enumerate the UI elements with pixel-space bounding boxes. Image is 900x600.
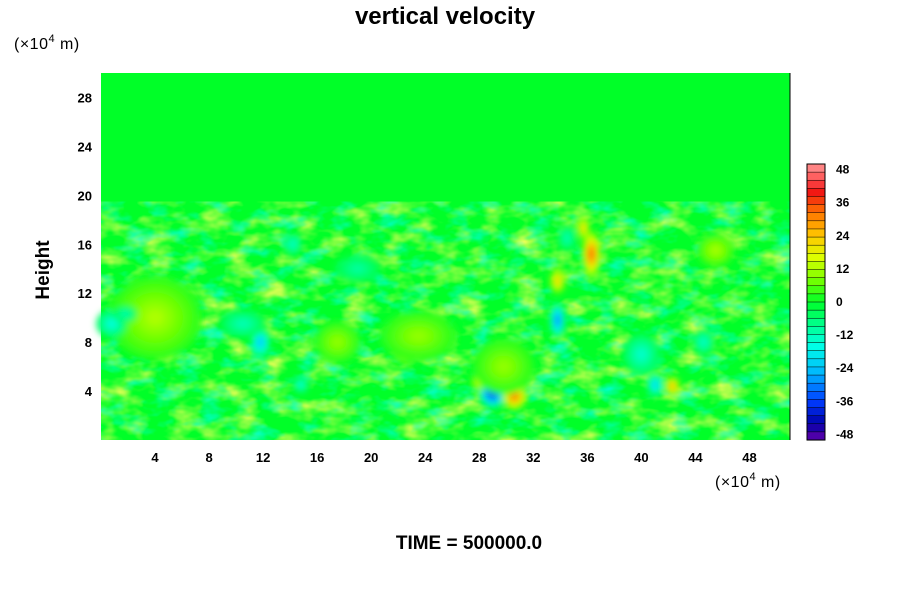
y-tick-label: 12	[78, 286, 92, 301]
velocity-feature	[582, 226, 585, 231]
x-tick-labels: 4 8 12 16 20 24 28 32 36 40 44 48	[151, 450, 756, 465]
x-tick-label: 28	[472, 450, 486, 465]
colorbar-segment	[806, 391, 826, 400]
x-tick-label: 32	[526, 450, 540, 465]
velocity-feature	[299, 383, 303, 387]
colorbar-segment	[806, 236, 826, 246]
velocity-feature	[653, 382, 657, 388]
colorbar-segment	[806, 212, 826, 222]
colorbar-segment	[806, 171, 826, 181]
y-tick-label: 8	[85, 335, 92, 350]
velocity-feature	[410, 330, 427, 342]
colorbar-tick-label: -24	[836, 361, 854, 375]
velocity-feature	[589, 249, 594, 259]
y-unit-label: (×104 m)	[14, 33, 80, 53]
colorbar-segment	[806, 399, 826, 409]
velocity-feature	[511, 393, 517, 399]
colorbar-segment	[806, 301, 826, 311]
colorbar-segment	[806, 277, 826, 287]
x-tick-label: 16	[310, 450, 324, 465]
x-tick-label: 36	[580, 450, 594, 465]
x-tick-label: 44	[688, 450, 703, 465]
velocity-feature	[711, 247, 720, 254]
colorbar-segment	[806, 196, 826, 206]
velocity-feature	[332, 337, 343, 347]
y-tick-label: 24	[78, 139, 93, 154]
velocity-feature	[258, 339, 263, 345]
x-tick-label: 20	[364, 450, 378, 465]
velocity-feature	[497, 360, 510, 373]
colorbar-segment	[806, 269, 826, 279]
colorbar-segment	[806, 293, 826, 303]
velocity-feature	[353, 265, 363, 272]
velocity-feature	[238, 320, 248, 327]
velocity-feature	[556, 278, 560, 284]
colorbar-tick-label: 48	[836, 163, 850, 177]
colorbar	[806, 163, 826, 441]
colorbar-segment	[806, 407, 826, 417]
y-tick-labels: 4 8 12 16 20 24 28	[78, 90, 93, 399]
velocity-feature	[122, 312, 128, 316]
velocity-feature	[145, 309, 165, 327]
y-axis-label: Height	[33, 240, 54, 300]
colorbar-segment	[806, 374, 826, 384]
colorbar-segment	[806, 179, 826, 189]
velocity-feature	[701, 339, 706, 345]
colorbar-segment	[806, 366, 826, 376]
colorbar-tick-label: 36	[836, 196, 850, 210]
colorbar-segment	[806, 244, 826, 254]
x-tick-label: 40	[634, 450, 648, 465]
colorbar-segment	[806, 317, 826, 327]
y-tick-label: 20	[78, 188, 92, 203]
x-tick-label: 48	[742, 450, 756, 465]
colorbar-tick-label: -36	[836, 394, 854, 408]
velocity-features	[96, 217, 735, 411]
colorbar-segment	[806, 342, 826, 352]
plot-area	[96, 73, 790, 440]
colorbar-tick-label: 12	[836, 262, 850, 276]
colorbar-segment	[806, 253, 826, 262]
colorbar-segment	[806, 204, 826, 214]
y-tick-label: 16	[78, 237, 92, 252]
colorbar-segment	[806, 228, 826, 238]
colorbar-segment	[806, 188, 826, 198]
colorbar-segment	[806, 431, 826, 441]
colorbar-segment	[806, 261, 826, 271]
colorbar-tick-label: 24	[836, 229, 850, 243]
colorbar-tick-label: -12	[836, 328, 854, 342]
colorbar-segment	[806, 423, 826, 433]
velocity-feature	[637, 350, 646, 359]
colorbar-segment	[806, 415, 826, 425]
velocity-feature	[290, 242, 295, 247]
time-label: TIME = 500000.0	[396, 533, 542, 554]
colorbar-tick-labels: 48 36 24 12 0 -12 -24 -36 -48	[836, 163, 854, 442]
colorbar-segment	[806, 220, 826, 230]
velocity-feature	[556, 316, 560, 324]
chart-title: vertical velocity	[355, 3, 536, 30]
y-tick-label: 4	[85, 384, 93, 399]
colorbar-frame	[806, 163, 826, 441]
colorbar-segment	[806, 163, 826, 173]
colorbar-segment	[806, 382, 826, 392]
x-tick-label: 4	[151, 450, 159, 465]
y-tick-label: 28	[78, 90, 92, 105]
x-tick-label: 24	[418, 450, 433, 465]
x-unit-label: (×104 m)	[715, 471, 781, 491]
velocity-feature	[108, 320, 115, 327]
colorbar-segment	[806, 358, 826, 368]
velocity-feature	[670, 384, 675, 389]
colorbar-segment	[806, 326, 826, 336]
colorbar-segment	[806, 334, 826, 344]
colorbar-segment	[806, 350, 826, 360]
velocity-feature	[565, 235, 569, 241]
colorbar-tick-label: 0	[836, 295, 843, 309]
x-tick-label: 8	[205, 450, 212, 465]
colorbar-segment	[806, 285, 826, 295]
colorbar-segment	[806, 309, 826, 319]
x-tick-label: 12	[256, 450, 270, 465]
colorbar-tick-label: -48	[836, 427, 854, 441]
